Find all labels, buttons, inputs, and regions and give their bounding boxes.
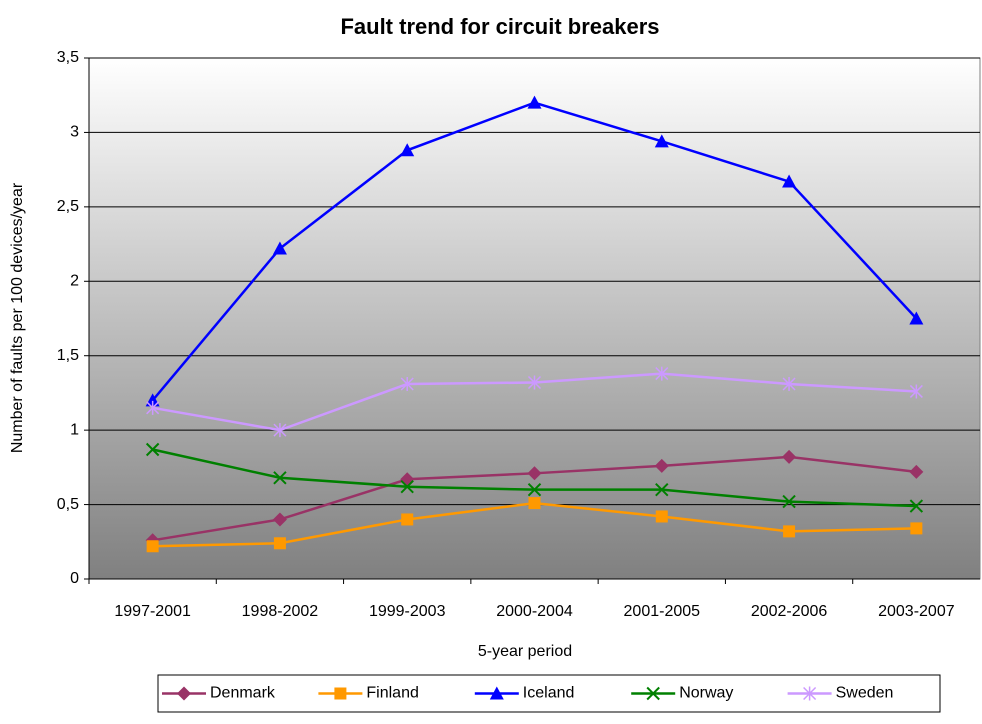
marker — [273, 537, 286, 550]
marker — [782, 376, 796, 391]
x-tick-label: 2001-2005 — [624, 603, 701, 620]
y-tick-label: 3,5 — [57, 49, 79, 66]
marker — [909, 384, 923, 399]
y-tick-label: 0,5 — [57, 496, 79, 513]
x-tick-label: 2000-2004 — [496, 603, 573, 620]
legend-label: Finland — [366, 685, 418, 702]
marker — [400, 480, 414, 494]
marker — [489, 686, 504, 700]
y-tick-label: 2 — [70, 273, 79, 290]
x-tick-label: 1999-2003 — [369, 603, 446, 620]
marker — [783, 525, 796, 538]
marker — [528, 497, 541, 510]
marker — [527, 466, 542, 481]
marker — [400, 143, 415, 157]
marker — [803, 686, 817, 701]
marker — [272, 512, 287, 527]
y-tick-label: 0 — [70, 570, 79, 587]
marker — [782, 449, 797, 464]
marker — [655, 482, 669, 497]
marker — [909, 499, 924, 513]
marker — [909, 311, 924, 325]
marker — [145, 442, 160, 457]
legend-label: Iceland — [523, 685, 575, 702]
marker — [272, 241, 287, 255]
marker — [909, 464, 924, 479]
marker — [334, 687, 347, 700]
marker — [782, 174, 797, 188]
y-tick-label: 2,5 — [57, 198, 79, 215]
legend-label: Norway — [679, 685, 733, 702]
marker — [527, 375, 542, 390]
marker — [145, 393, 160, 407]
marker — [273, 471, 287, 485]
x-axis-label: 5-year period — [478, 643, 572, 660]
marker — [401, 513, 414, 526]
marker — [654, 134, 669, 148]
chart-title: Fault trend for circuit breakers — [340, 14, 659, 39]
marker — [527, 482, 542, 497]
y-tick-label: 1 — [70, 421, 79, 438]
x-tick-label: 2002-2006 — [751, 603, 828, 620]
marker — [146, 400, 160, 415]
y-tick-label: 3 — [70, 124, 79, 141]
marker — [273, 423, 287, 438]
marker — [646, 686, 660, 701]
marker — [177, 686, 191, 701]
x-tick-label: 1998-2002 — [242, 603, 319, 620]
y-tick-label: 1,5 — [57, 347, 79, 364]
legend-label: Sweden — [836, 685, 894, 702]
y-axis-label: Number of faults per 100 devices/year — [9, 182, 26, 453]
marker — [655, 366, 669, 381]
marker — [655, 510, 668, 523]
legend-label: Denmark — [210, 685, 276, 702]
marker — [527, 95, 542, 109]
marker — [782, 494, 796, 509]
x-tick-label: 2003-2007 — [878, 603, 955, 620]
marker — [910, 522, 923, 535]
marker — [400, 376, 414, 391]
plot-area — [88, 57, 981, 580]
x-tick-label: 1997-2001 — [114, 603, 191, 620]
marker — [146, 540, 159, 553]
marker — [654, 458, 669, 473]
